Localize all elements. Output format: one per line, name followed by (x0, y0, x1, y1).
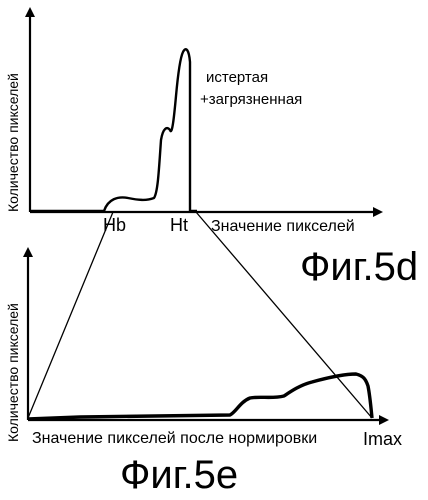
bottom-histogram-curve (27, 372, 374, 421)
annotation-line-2: +загрязненная (200, 91, 302, 108)
top-histogram-curve (30, 48, 197, 213)
top-y-axis-label: Количество пикселей (5, 73, 21, 212)
top-plot: Количество пикселей Hb Ht Значение пиксе… (5, 7, 418, 289)
annotation-line-1: истертая (206, 69, 268, 86)
fig-5e-label: Фиг.5e (120, 453, 238, 497)
connector-ht (195, 211, 373, 419)
tick-ht: Ht (170, 215, 188, 235)
bottom-y-axis-label: Количество пикселей (5, 303, 21, 442)
connector-hb (27, 211, 114, 419)
tick-imax: Imax (363, 429, 402, 449)
tick-hb: Hb (103, 215, 126, 235)
bottom-plot: Количество пикселей Значение пикселей по… (5, 247, 402, 497)
fig-5d-label: Фиг.5d (300, 245, 418, 289)
bottom-x-axis-label: Значение пикселей после нормировки (32, 430, 317, 447)
top-x-axis-label: Значение пикселей (211, 218, 355, 235)
